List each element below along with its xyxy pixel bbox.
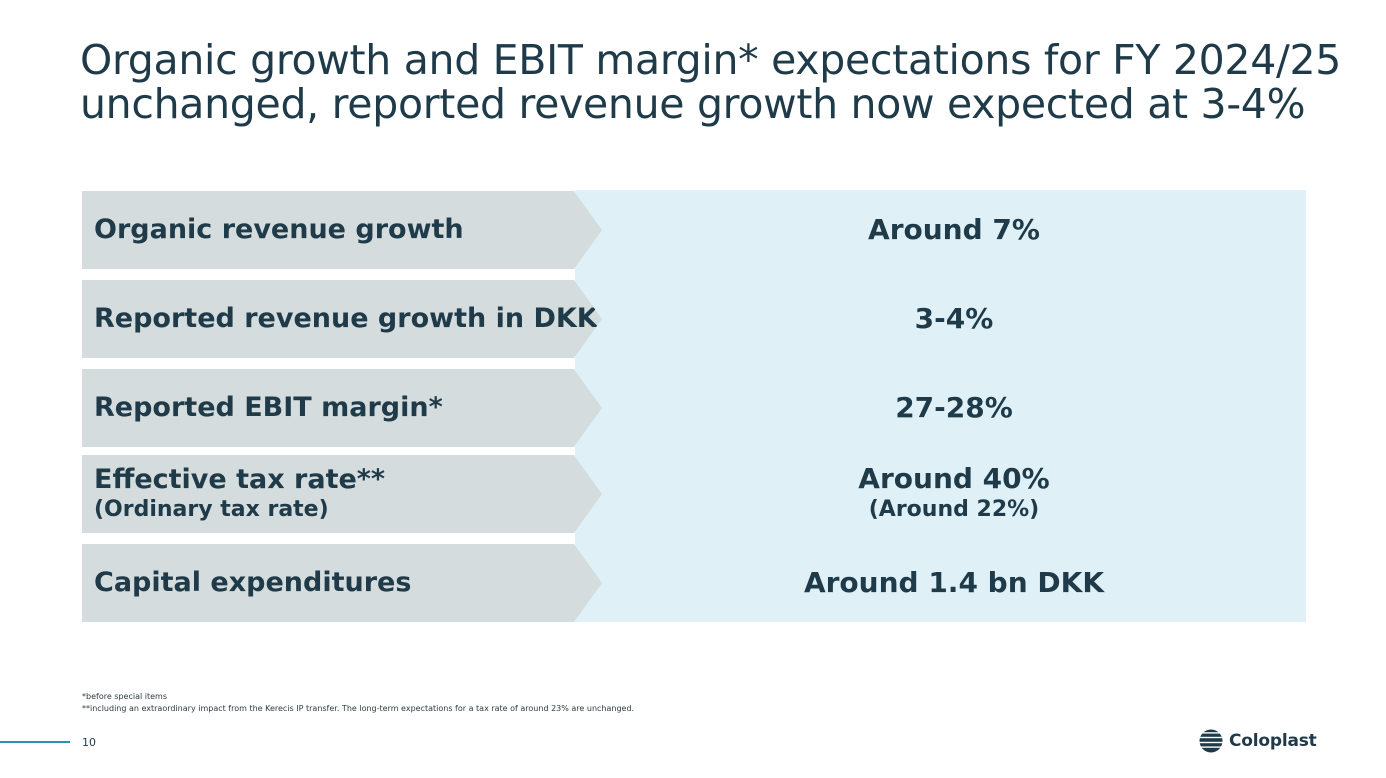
footnote-2: **including an extraordinary impact from…	[82, 704, 635, 713]
brand-logo: Coloplast	[1199, 728, 1317, 754]
row-organic-revenue-growth: Organic revenue growth Around 7%	[82, 191, 1306, 269]
row-label-box: Capital expenditures	[82, 544, 602, 622]
row-label: Organic revenue growth	[94, 214, 464, 245]
row-value: 27-28%	[895, 391, 1013, 424]
accent-line	[0, 741, 70, 743]
row-value-sub: (Around 22%)	[868, 497, 1040, 522]
row-label: Effective tax rate**	[94, 464, 386, 495]
footnote-1: *before special items	[82, 692, 167, 701]
footnotes: *before special items **including an ext…	[82, 691, 982, 715]
row-value: Around 40%	[858, 462, 1050, 495]
row-label-box: Effective tax rate** (Ordinary tax rate)	[82, 455, 602, 533]
page-number: 10	[82, 736, 96, 749]
row-label-box: Reported revenue growth in DKK	[82, 280, 602, 358]
row-capital-expenditures: Capital expenditures Around 1.4 bn DKK	[82, 544, 1306, 622]
row-reported-ebit-margin: Reported EBIT margin* 27-28%	[82, 369, 1306, 447]
values-panel	[575, 190, 1306, 622]
row-label-sub: (Ordinary tax rate)	[94, 497, 329, 522]
page-title: Organic growth and EBIT margin* expectat…	[80, 36, 1342, 128]
row-value: Around 7%	[868, 213, 1040, 246]
title-line-1: Organic growth and EBIT margin* expectat…	[80, 36, 1342, 84]
row-label-box: Reported EBIT margin*	[82, 369, 602, 447]
row-label: Capital expenditures	[94, 567, 412, 598]
row-label-box: Organic revenue growth	[82, 191, 602, 269]
row-effective-tax-rate: Effective tax rate** (Ordinary tax rate)…	[82, 455, 1306, 533]
row-value: Around 1.4 bn DKK	[803, 566, 1105, 599]
title-line-2: unchanged, reported revenue growth now e…	[80, 80, 1306, 128]
brand-name: Coloplast	[1229, 731, 1317, 751]
row-value: 3-4%	[914, 302, 994, 335]
coloplast-logo-icon	[1199, 729, 1223, 753]
row-reported-revenue-growth: Reported revenue growth in DKK 3-4%	[82, 280, 1306, 358]
row-label: Reported EBIT margin*	[94, 392, 443, 423]
row-label: Reported revenue growth in DKK	[94, 303, 598, 334]
